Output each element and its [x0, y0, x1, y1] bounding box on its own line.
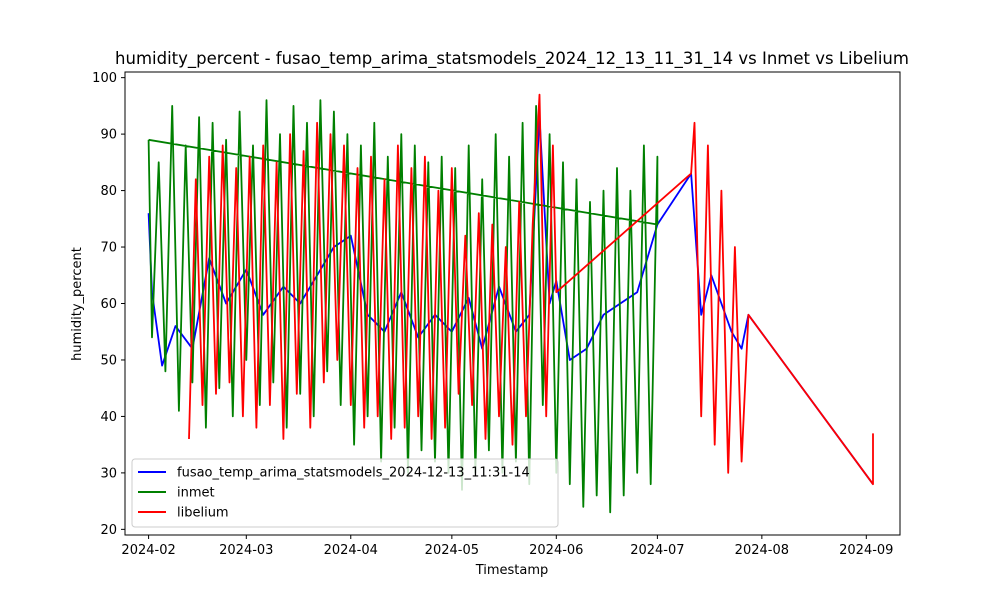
y-tick-label: 70: [100, 241, 117, 256]
y-tick-label: 40: [100, 410, 117, 425]
x-axis: 2024-02 2024-03 2024-04 2024-05 2024-06 2024-…: [121, 535, 893, 558]
x-tick-label: 2024-08: [735, 543, 789, 558]
y-tick-label: 100: [92, 71, 117, 86]
x-tick-label: 2024-09: [839, 543, 893, 558]
x-tick-label: 2024-04: [324, 543, 378, 558]
x-tick-label: 2024-03: [219, 543, 273, 558]
legend-box: [131, 458, 559, 528]
legend-entry: inmet: [177, 486, 215, 501]
legend-entry: fusao_temp_arima_statsmodels_2024-12-13_…: [177, 466, 530, 481]
y-tick-label: 90: [100, 128, 117, 143]
y-tick-label: 50: [100, 353, 117, 368]
x-tick-label: 2024-02: [121, 543, 175, 558]
y-tick-label: 80: [100, 184, 117, 199]
x-tick-label: 2024-06: [529, 543, 583, 558]
series-line-libelium: [188, 93, 874, 486]
x-axis-label: Timestamp: [475, 563, 549, 578]
y-axis-label: humidity_percent: [70, 247, 85, 361]
y-tick-label: 20: [100, 523, 117, 538]
y-tick-label: 30: [100, 466, 117, 481]
chart-title: humidity_percent - fusao_temp_arima_stat…: [115, 49, 909, 69]
legend-entry: libelium: [177, 506, 229, 521]
y-tick-label: 60: [100, 297, 117, 312]
x-tick-label: 2024-07: [630, 543, 684, 558]
y-axis: 20 30 40 50 60 70 80 90 100: [92, 71, 125, 538]
legend: fusao_temp_arima_statsmodels_2024-12-13_…: [131, 458, 559, 528]
x-tick-label: 2024-05: [425, 543, 479, 558]
